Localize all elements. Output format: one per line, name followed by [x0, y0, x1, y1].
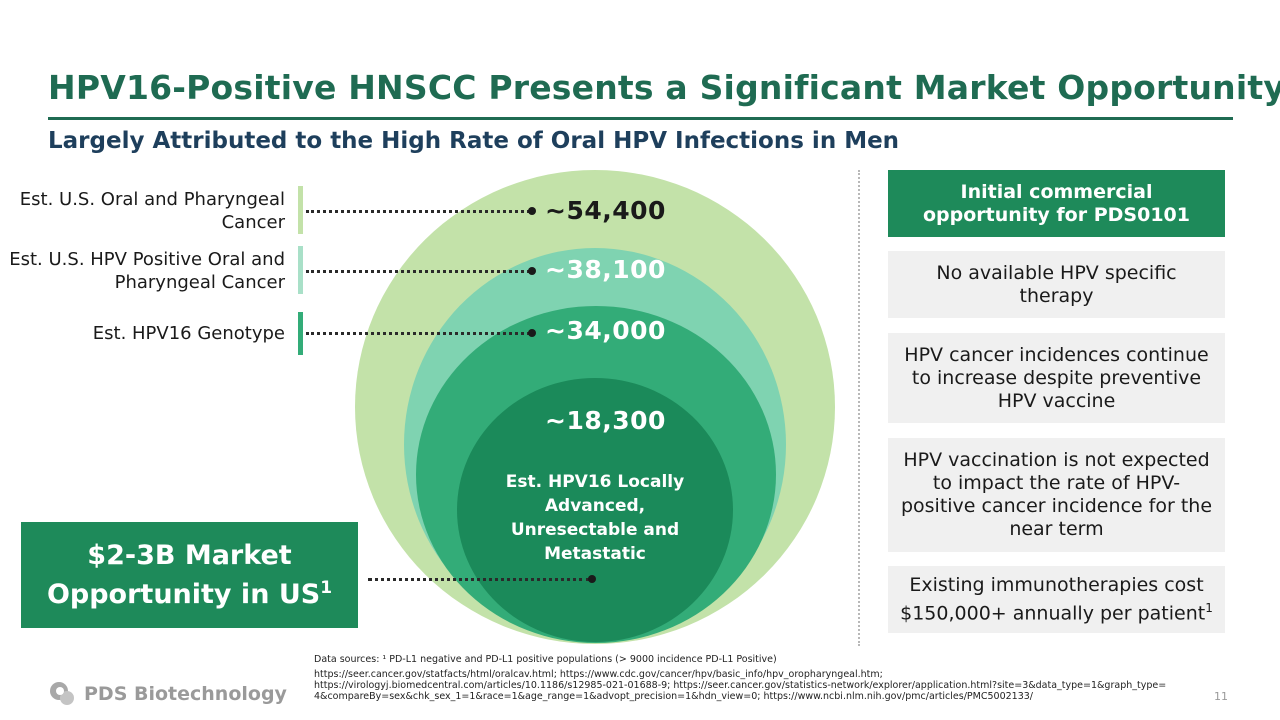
leader-line-outer [306, 210, 530, 213]
value-oral-pharyngeal: ~54,400 [545, 196, 666, 225]
company-logo: PDS Biotechnology [48, 680, 287, 708]
point-box-4-label: Existing immunotherapies cost $150,000+ … [900, 573, 1206, 625]
label-hpv-positive: Est. U.S. HPV Positive Oral and Pharynge… [9, 249, 285, 293]
market-line-1: $2-3B Market [87, 540, 292, 571]
value-hpv-positive: ~38,100 [545, 255, 666, 284]
point-box-1: No available HPV specific therapy [888, 251, 1225, 318]
point-box-4-footnote: 1 [1205, 600, 1213, 615]
sources-line-4: 4&compareBy=sex&chk_sex_1=1&race=1&age_r… [314, 691, 1033, 702]
label-hpv16: Est. HPV16 Genotype [92, 323, 285, 344]
slide-title: HPV16-Positive HNSCC Presents a Signific… [48, 68, 1280, 107]
leader-line-third [306, 332, 530, 335]
accent-bar-second [298, 246, 303, 294]
opportunity-header-box: Initial commercial opportunity for PDS01… [888, 170, 1225, 237]
data-sources: Data sources: ¹ PD-L1 negative and PD-L1… [314, 654, 1194, 702]
circle-locally-advanced [457, 378, 733, 642]
point-box-4: Existing immunotherapies cost $150,000+ … [888, 566, 1225, 633]
inner-circle-label: Est. HPV16 Locally Advanced, Unresectabl… [505, 472, 685, 564]
leader-dot-outer [528, 207, 536, 215]
market-line-2: Opportunity in US1 [47, 572, 332, 611]
page-number: 11 [1214, 690, 1228, 703]
title-underline [48, 117, 1233, 120]
label-oral-pharyngeal: Est. U.S. Oral and Pharyngeal Cancer [19, 189, 285, 233]
value-locally-advanced: ~18,300 [545, 406, 666, 435]
leader-dot-market [588, 575, 596, 583]
vertical-divider [858, 170, 860, 646]
sources-line-1: Data sources: ¹ PD-L1 negative and PD-L1… [314, 654, 777, 665]
logo-text: PDS Biotechnology [84, 683, 287, 705]
leader-dot-third [528, 329, 536, 337]
market-line-2-text: Opportunity in US [46, 579, 321, 610]
logo-mark-icon [50, 682, 74, 705]
point-box-3: HPV vaccination is not expected to impac… [888, 438, 1225, 552]
leader-line-market [368, 578, 590, 581]
slide-subtitle: Largely Attributed to the High Rate of O… [48, 128, 900, 154]
sources-line-2: https://seer.cancer.gov/statfacts/html/o… [314, 669, 883, 680]
leader-dot-second [528, 267, 536, 275]
point-box-2: HPV cancer incidences continue to increa… [888, 333, 1225, 423]
accent-bar-outer [298, 186, 303, 234]
value-hpv16: ~34,000 [545, 316, 666, 345]
market-opportunity-box: $2-3B Market Opportunity in US1 [21, 522, 358, 628]
market-footnote-marker: 1 [320, 578, 333, 598]
point-box-4-text: Existing immunotherapies cost $150,000+ … [900, 574, 1213, 625]
accent-bar-third [298, 312, 303, 355]
leader-line-second [306, 270, 530, 273]
sources-line-3: https://virologyj.biomedcentral.com/arti… [314, 680, 1167, 691]
